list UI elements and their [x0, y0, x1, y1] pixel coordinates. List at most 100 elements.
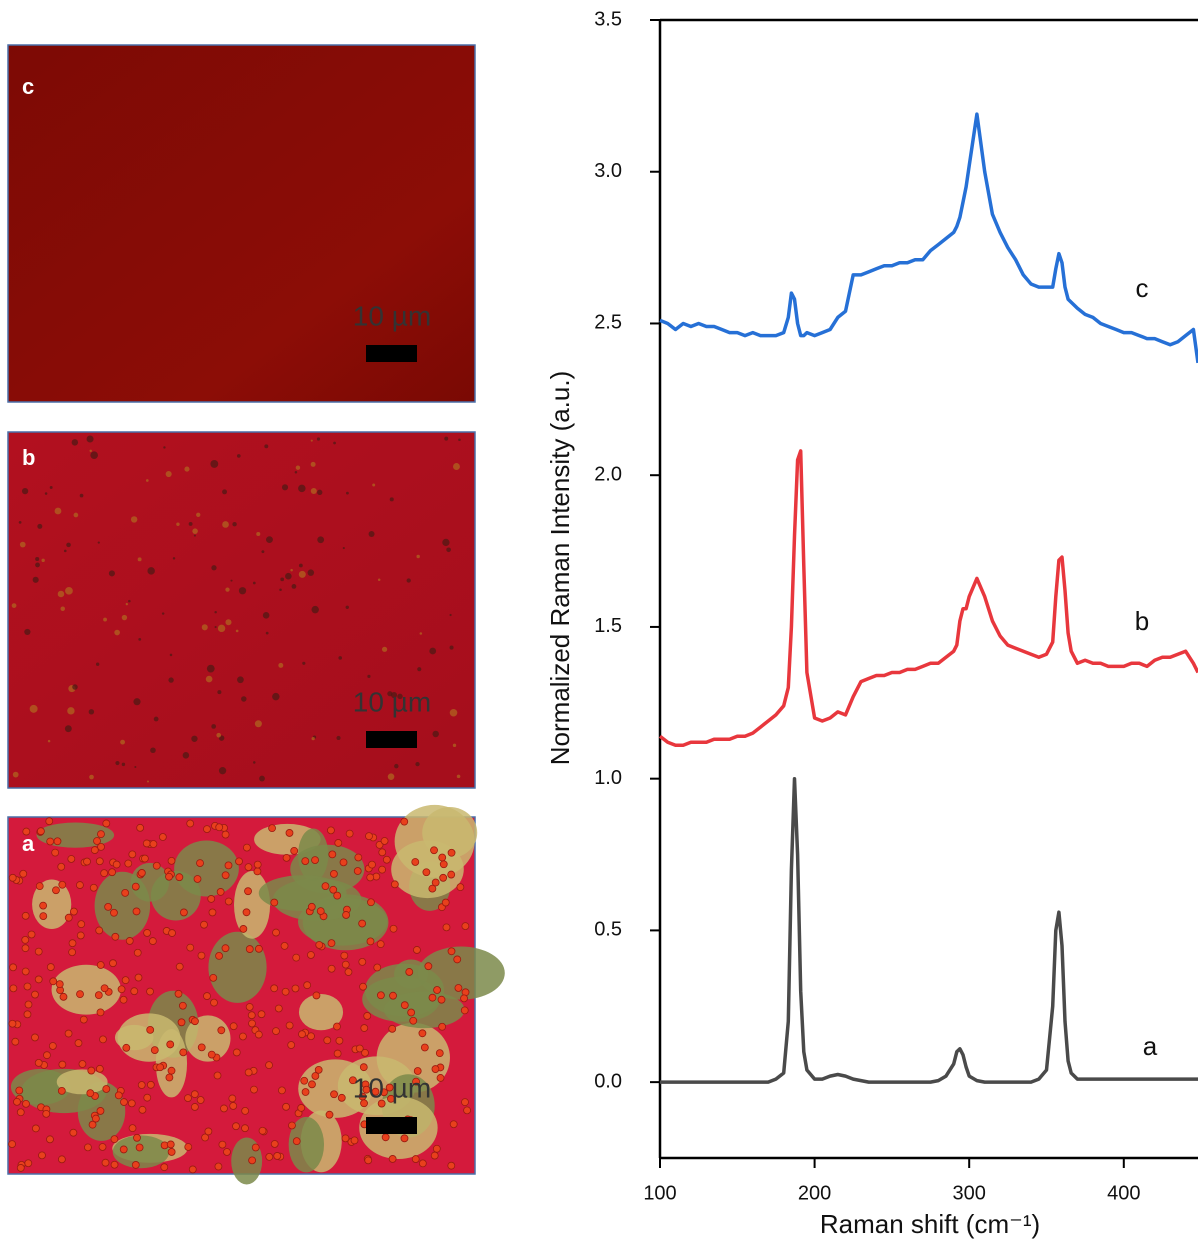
speck: [449, 708, 458, 717]
speck: [252, 581, 256, 585]
dot: [232, 1122, 240, 1131]
dot: [177, 1018, 186, 1027]
dot: [160, 1163, 169, 1172]
dot: [311, 856, 319, 865]
dot: [239, 925, 248, 933]
speck: [259, 775, 265, 782]
dot: [39, 901, 48, 910]
dot: [268, 824, 276, 833]
series-line: [659, 112, 1198, 364]
dot: [31, 1124, 40, 1133]
dot: [244, 863, 253, 872]
dot: [214, 1162, 223, 1171]
dot: [285, 829, 294, 837]
speck: [429, 647, 437, 655]
dot: [255, 944, 263, 953]
speck: [217, 624, 226, 633]
speck: [35, 556, 40, 562]
flake: [155, 1029, 188, 1098]
dot: [280, 941, 289, 950]
dot: [251, 1143, 260, 1152]
dot: [412, 1077, 420, 1086]
speck: [336, 735, 341, 741]
speck: [211, 724, 217, 729]
dot: [373, 963, 382, 972]
dot: [215, 823, 224, 832]
dot: [348, 1076, 357, 1085]
dot: [209, 973, 218, 982]
dot: [223, 1148, 231, 1156]
speck: [216, 732, 222, 738]
dot: [15, 1086, 24, 1095]
dot: [411, 1155, 420, 1163]
speck: [89, 774, 94, 780]
dot: [241, 1106, 250, 1115]
dot: [274, 1004, 283, 1013]
dot: [229, 1102, 238, 1110]
dot: [167, 856, 176, 865]
speck: [265, 631, 269, 635]
dot: [37, 827, 45, 836]
dot: [186, 943, 195, 952]
dot: [31, 990, 39, 999]
speck: [35, 562, 40, 568]
speck: [60, 606, 65, 612]
dot: [272, 928, 280, 937]
speck: [452, 743, 457, 748]
dot: [354, 853, 363, 862]
dot: [57, 1155, 66, 1164]
dot: [78, 1060, 87, 1068]
dot: [42, 1109, 51, 1118]
dot: [254, 1030, 263, 1039]
series-label: a: [1143, 1031, 1158, 1061]
flake: [112, 1135, 170, 1169]
dot: [11, 1037, 20, 1046]
dot: [221, 871, 230, 880]
speck: [165, 470, 172, 478]
dot: [137, 1081, 146, 1089]
dot: [329, 885, 338, 894]
dot: [21, 911, 30, 920]
dot: [447, 848, 456, 857]
speck: [201, 624, 208, 631]
dot: [359, 1063, 368, 1072]
dot: [353, 867, 362, 875]
speck: [153, 716, 159, 722]
dot: [142, 839, 151, 848]
speck: [145, 479, 149, 482]
speck: [19, 541, 26, 548]
dot: [76, 990, 84, 999]
dot: [69, 1128, 78, 1137]
scale-label: 10 µm: [353, 1072, 431, 1103]
flake: [422, 807, 478, 859]
dot: [358, 958, 367, 966]
dot: [341, 1134, 350, 1143]
dot: [297, 1104, 306, 1112]
dot: [273, 1152, 282, 1160]
dot: [167, 1148, 176, 1156]
flakes: [8, 804, 505, 1185]
dot: [86, 1089, 95, 1098]
dot: [152, 861, 161, 870]
dot: [121, 976, 130, 985]
dot: [432, 1144, 441, 1153]
speck: [225, 619, 232, 626]
dot: [242, 908, 251, 917]
dot: [207, 1050, 216, 1059]
dot: [8, 1140, 16, 1148]
dot: [128, 850, 137, 859]
dot: [89, 883, 98, 892]
dot: [213, 1071, 222, 1080]
dot: [221, 944, 230, 953]
dot: [288, 1121, 296, 1130]
dot: [447, 870, 456, 879]
dot: [110, 1135, 119, 1144]
dot: [51, 848, 60, 857]
dot: [307, 902, 316, 911]
speck: [130, 516, 138, 523]
dot: [253, 867, 262, 876]
dot: [13, 1097, 21, 1106]
speck: [345, 605, 349, 609]
dot: [328, 850, 337, 859]
speck: [86, 435, 94, 443]
